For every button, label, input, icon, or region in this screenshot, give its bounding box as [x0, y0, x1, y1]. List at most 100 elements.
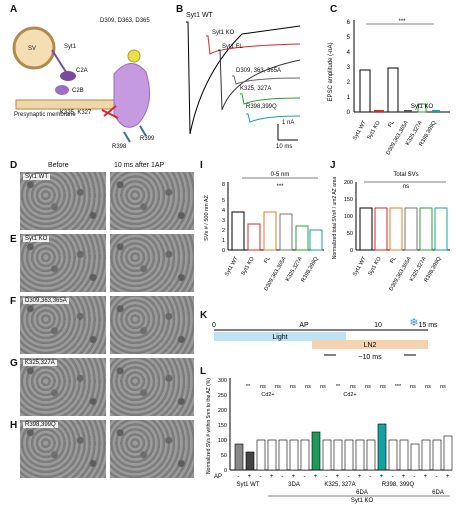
synaptic-vesicle: [12, 26, 56, 70]
i-tick-2: 2: [222, 228, 225, 234]
l-ap-sign: -: [260, 474, 262, 480]
l-bar: [322, 439, 332, 471]
panel-c-chart: 0 1 2 3 4 5 6 EPSC amplitude (-nA) *** S…: [328, 19, 450, 156]
l-group-3da: 3DA: [288, 482, 300, 488]
j-cat-0: Syt1 WT: [352, 255, 368, 277]
j-cat-2: FL: [389, 256, 397, 265]
trace-label-r398: R398,399Q: [246, 104, 277, 110]
i-bar-r398: [309, 229, 323, 251]
panel-label-d: D: [10, 160, 18, 171]
l-ap-sign: +: [402, 474, 406, 480]
j-cat-1: Syt1 KO: [367, 255, 383, 276]
l-sig: ns: [320, 384, 326, 390]
j-bar-k325: [419, 207, 433, 251]
trace-label-d309: D309, 363, 365A: [236, 68, 282, 74]
l-sig: **: [246, 384, 251, 390]
i-bar-ko: [247, 223, 261, 251]
em-before-header: Before: [48, 162, 69, 169]
l-ap-sign: +: [292, 474, 296, 480]
em-d309-before: D309,363,365A: [20, 296, 106, 354]
em-wt-after: [110, 172, 194, 230]
ln2-bar: [312, 340, 428, 349]
l-tick-300: 300: [218, 378, 227, 384]
trace-r398: [246, 113, 301, 123]
c-bar-ko: [374, 110, 384, 112]
c2b-domain: [55, 85, 69, 95]
l-ap-row: - + - + - + - + - + - + - + - + - + - +: [238, 474, 450, 480]
c-tick-3: 3: [347, 65, 351, 71]
j-bar-r398: [434, 207, 448, 251]
l-ap-sign: -: [370, 474, 372, 480]
c-bar-wt: [359, 69, 371, 113]
panel-k-timeline: 0 AP 10 15 ms ❄ Light LN2 ~10 ms: [212, 318, 438, 361]
l-sig: **: [336, 384, 341, 390]
l-sig: ns: [305, 384, 311, 390]
trace-label-ko: Syt1 KO: [212, 30, 235, 36]
j-bar-fl: [389, 207, 403, 251]
l-bar: [256, 439, 266, 471]
i-bar-k325: [295, 225, 309, 251]
l-sig: ns: [290, 384, 296, 390]
sv-label: SV: [28, 46, 37, 52]
l-sig: ns: [425, 384, 431, 390]
panel-label-a: A: [10, 4, 18, 15]
em-k325-after: [110, 358, 194, 416]
l-cd-2: Cd2+: [343, 392, 356, 398]
em-r398-before: R398,399Q: [20, 420, 106, 478]
l-sig: ns: [410, 384, 416, 390]
j-ylabel: Normalized total SVs# / um2 AZ area: [332, 177, 338, 259]
trace-label-fl: Syt1 FL: [222, 44, 243, 50]
l-bar: [267, 439, 277, 471]
trace-d309: [232, 75, 301, 85]
trace-syt1-wt: [186, 21, 301, 135]
c-tick-0: 0: [347, 110, 351, 116]
k-ap: AP: [299, 322, 309, 329]
l-tick-200: 200: [218, 408, 227, 414]
j-bar-ko: [374, 207, 388, 251]
l-ap-sign: -: [282, 474, 284, 480]
l-ap-sign: -: [304, 474, 306, 480]
k-light: Light: [272, 334, 287, 341]
scale-x-label: 10 ms: [276, 144, 293, 150]
em-r398-after: [110, 420, 194, 478]
c-cat-2: FL: [387, 120, 395, 129]
panel-i-chart: 0 1 2 3 4 5 8 SVs # / 500 nm AZ 0-5 nm *…: [204, 172, 324, 292]
c-sig: ***: [398, 19, 406, 25]
j-tick-200: 200: [344, 180, 353, 186]
l-sig: ns: [365, 384, 371, 390]
presynaptic-membrane: [15, 99, 117, 110]
trace-label-k325: K325, 327A: [240, 86, 272, 92]
l-cd-1: Cd2+: [261, 392, 274, 398]
l-tick-0: 0: [224, 468, 227, 474]
trace-syt1-ko: [206, 35, 301, 55]
l-ap-sign: +: [358, 474, 362, 480]
l-group-ko: Syt1 KO: [351, 498, 374, 504]
j-tick-100: 100: [344, 214, 353, 220]
em-label-ko: Syt1 KO: [23, 236, 50, 242]
c-tick-2: 2: [347, 80, 351, 86]
c-tick-4: 4: [347, 50, 351, 56]
j-tick-50: 50: [347, 231, 353, 237]
i-cat-2: FL: [263, 256, 271, 265]
panel-label-k: K: [200, 310, 208, 321]
l-bar: [311, 431, 321, 471]
i-bar-d309: [279, 213, 293, 251]
em-label-wt: Syt1 WT: [23, 174, 51, 180]
panel-j-chart: 0 50 100 150 200 Normalized total SVs# /…: [332, 172, 450, 292]
i-tick-3: 3: [222, 218, 225, 224]
c-bar-fl: [387, 67, 399, 113]
panel-label-f: F: [10, 296, 17, 307]
l-bar: [421, 439, 431, 471]
c-tick-5: 5: [347, 35, 351, 41]
l-sig: ns: [260, 384, 266, 390]
membrane-label: Presynaptic membrane: [14, 112, 76, 118]
panel-b-traces: [186, 21, 301, 141]
l-sig: ns: [350, 384, 356, 390]
c2a-domain: [60, 71, 76, 81]
l-bar: [355, 439, 365, 471]
panel-label-e: E: [10, 234, 17, 245]
trace-label-wt: Syt1 WT: [186, 12, 213, 19]
l-tick-150: 150: [218, 423, 227, 429]
i-cat-0: Syt1 WT: [224, 255, 240, 277]
syt1-label: Syt1: [64, 44, 77, 50]
